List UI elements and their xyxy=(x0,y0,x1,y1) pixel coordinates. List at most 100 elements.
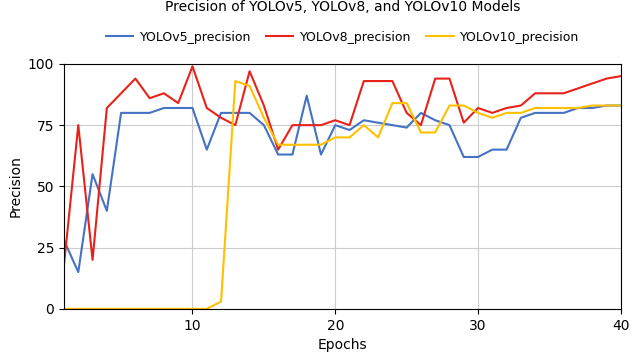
YOLOv10_precision xyxy=(275,143,282,147)
YOLOv5_precision xyxy=(232,111,239,115)
YOLOv8_precision xyxy=(203,106,211,110)
YOLOv5_precision xyxy=(103,209,111,213)
YOLOv10_precision xyxy=(89,307,97,311)
YOLOv10_precision xyxy=(503,111,511,115)
YOLOv8_precision xyxy=(531,91,539,95)
YOLOv10_precision xyxy=(189,307,196,311)
YOLOv5_precision xyxy=(289,152,296,157)
YOLOv8_precision xyxy=(560,91,568,95)
YOLOv8_precision xyxy=(89,258,97,262)
YOLOv8_precision xyxy=(189,64,196,69)
YOLOv5_precision xyxy=(160,106,168,110)
YOLOv5_precision xyxy=(303,94,310,98)
YOLOv8_precision xyxy=(603,76,611,81)
YOLOv10_precision xyxy=(374,135,382,140)
YOLOv5_precision xyxy=(317,152,325,157)
YOLOv8_precision xyxy=(374,79,382,83)
Title: Precision of YOLOv5, YOLOv8, and YOLOv10 Models: Precision of YOLOv5, YOLOv8, and YOLOv10… xyxy=(164,0,520,14)
YOLOv10_precision xyxy=(388,101,396,105)
YOLOv8_precision xyxy=(317,123,325,127)
YOLOv5_precision xyxy=(488,148,496,152)
YOLOv10_precision xyxy=(417,130,425,135)
YOLOv10_precision xyxy=(488,116,496,120)
YOLOv8_precision xyxy=(174,101,182,105)
YOLOv10_precision xyxy=(346,135,353,140)
YOLOv8_precision xyxy=(488,111,496,115)
YOLOv8_precision xyxy=(445,76,453,81)
YOLOv10_precision xyxy=(332,135,339,140)
YOLOv8_precision xyxy=(275,148,282,152)
YOLOv8_precision xyxy=(403,111,410,115)
YOLOv5_precision xyxy=(588,106,596,110)
YOLOv8_precision xyxy=(588,81,596,86)
YOLOv8_precision xyxy=(332,118,339,122)
YOLOv10_precision xyxy=(217,299,225,304)
YOLOv5_precision xyxy=(146,111,154,115)
YOLOv5_precision xyxy=(346,128,353,132)
YOLOv10_precision xyxy=(531,106,539,110)
YOLOv8_precision xyxy=(260,103,268,108)
YOLOv5_precision xyxy=(603,103,611,108)
YOLOv10_precision xyxy=(232,79,239,83)
YOLOv5_precision xyxy=(431,118,439,122)
YOLOv8_precision xyxy=(160,91,168,95)
YOLOv10_precision xyxy=(160,307,168,311)
Y-axis label: Precision: Precision xyxy=(8,155,22,217)
YOLOv10_precision xyxy=(203,307,211,311)
YOLOv8_precision xyxy=(289,123,296,127)
YOLOv5_precision xyxy=(460,155,468,159)
YOLOv10_precision xyxy=(174,307,182,311)
YOLOv5_precision xyxy=(531,111,539,115)
YOLOv10_precision xyxy=(431,130,439,135)
YOLOv5_precision xyxy=(89,172,97,176)
YOLOv5_precision xyxy=(74,270,82,274)
YOLOv5_precision xyxy=(260,123,268,127)
YOLOv10_precision xyxy=(360,123,367,127)
YOLOv5_precision xyxy=(246,111,253,115)
YOLOv8_precision xyxy=(545,91,553,95)
YOLOv8_precision xyxy=(303,123,310,127)
YOLOv5_precision xyxy=(474,155,482,159)
YOLOv8_precision xyxy=(388,79,396,83)
YOLOv10_precision xyxy=(603,103,611,108)
YOLOv5_precision xyxy=(117,111,125,115)
YOLOv8_precision xyxy=(246,69,253,73)
YOLOv10_precision xyxy=(588,103,596,108)
YOLOv10_precision xyxy=(403,101,410,105)
YOLOv10_precision xyxy=(260,116,268,120)
YOLOv5_precision xyxy=(574,106,582,110)
YOLOv5_precision xyxy=(60,238,68,242)
YOLOv10_precision xyxy=(146,307,154,311)
YOLOv10_precision xyxy=(117,307,125,311)
YOLOv10_precision xyxy=(445,103,453,108)
YOLOv8_precision xyxy=(232,123,239,127)
YOLOv10_precision xyxy=(474,111,482,115)
YOLOv10_precision xyxy=(460,103,468,108)
YOLOv10_precision xyxy=(545,106,553,110)
YOLOv5_precision xyxy=(445,123,453,127)
YOLOv8_precision xyxy=(517,103,525,108)
YOLOv5_precision xyxy=(189,106,196,110)
Legend: YOLOv5_precision, YOLOv8_precision, YOLOv10_precision: YOLOv5_precision, YOLOv8_precision, YOLO… xyxy=(100,26,584,49)
YOLOv5_precision xyxy=(203,148,211,152)
YOLOv5_precision xyxy=(374,121,382,125)
YOLOv5_precision xyxy=(545,111,553,115)
YOLOv5_precision xyxy=(217,111,225,115)
YOLOv8_precision xyxy=(431,76,439,81)
YOLOv8_precision xyxy=(346,123,353,127)
YOLOv8_precision xyxy=(103,106,111,110)
Line: YOLOv8_precision: YOLOv8_precision xyxy=(64,66,621,265)
YOLOv5_precision xyxy=(388,123,396,127)
YOLOv10_precision xyxy=(560,106,568,110)
YOLOv5_precision xyxy=(503,148,511,152)
YOLOv10_precision xyxy=(289,143,296,147)
YOLOv8_precision xyxy=(132,76,140,81)
YOLOv5_precision xyxy=(275,152,282,157)
YOLOv10_precision xyxy=(60,307,68,311)
YOLOv5_precision xyxy=(617,103,625,108)
YOLOv10_precision xyxy=(317,143,325,147)
YOLOv10_precision xyxy=(246,84,253,88)
YOLOv10_precision xyxy=(517,111,525,115)
YOLOv8_precision xyxy=(503,106,511,110)
YOLOv8_precision xyxy=(146,96,154,100)
